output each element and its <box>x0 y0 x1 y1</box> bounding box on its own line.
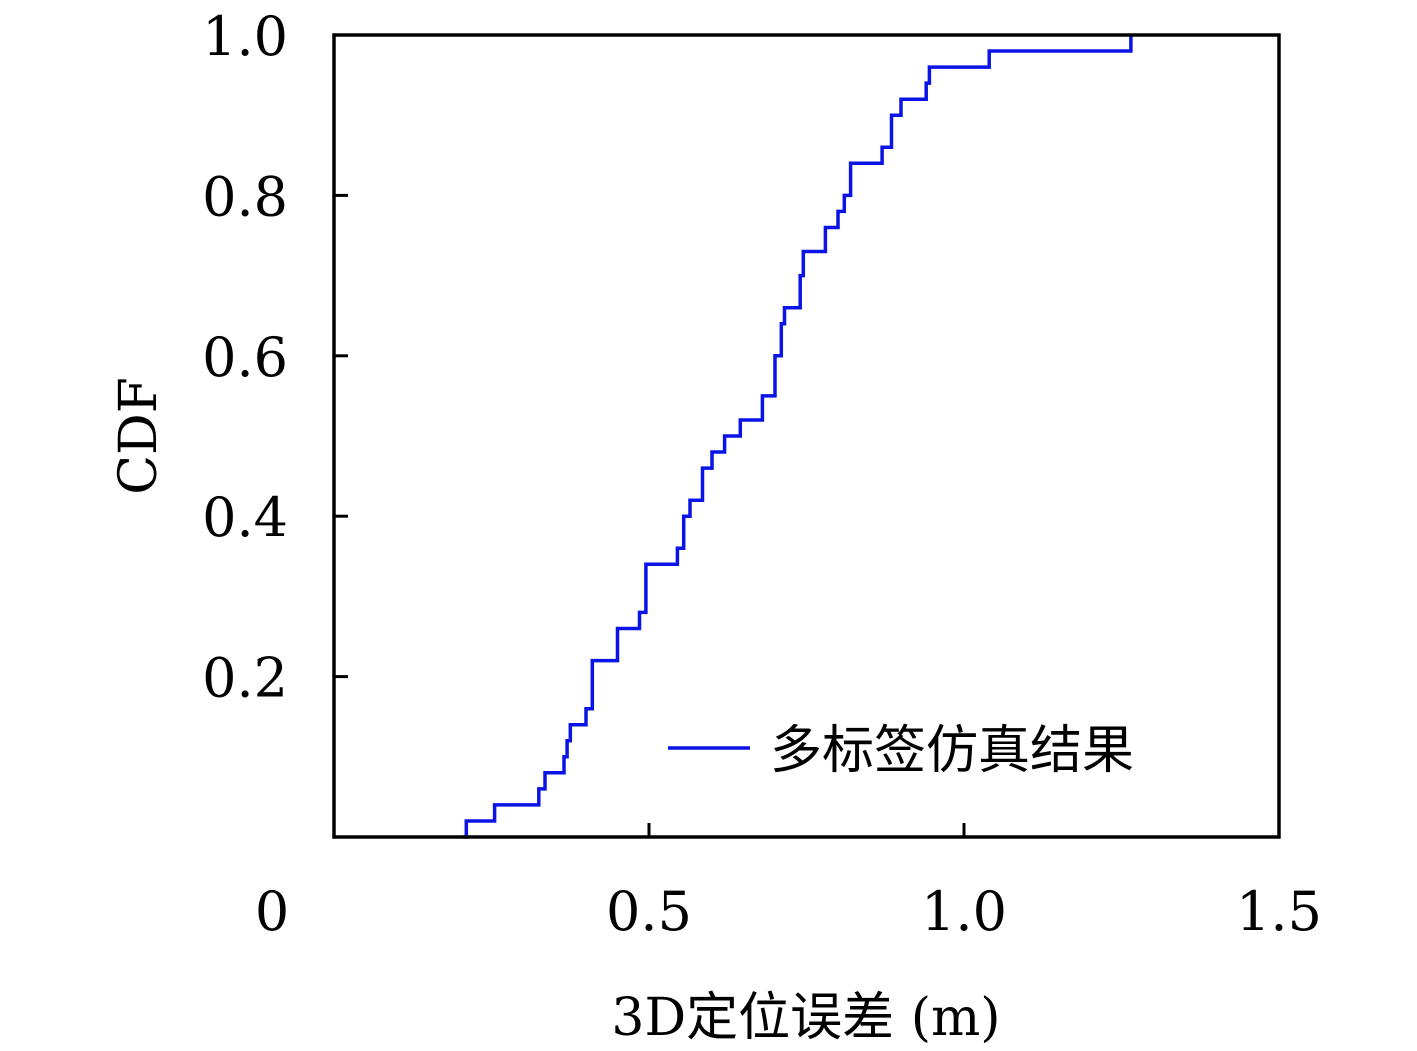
legend: 多标签仿真结果 <box>668 721 1134 781</box>
y-tick-label: 1.0 <box>202 5 288 68</box>
x-tick-label: 1.5 <box>1236 880 1322 943</box>
y-tick-label: 0.2 <box>202 647 288 710</box>
y-axis-title: CDF <box>109 377 169 495</box>
y-tick-label: 0.4 <box>202 486 288 549</box>
x-axis-title: 3D定位误差 (m) <box>611 988 1000 1048</box>
x-tick-label: 0.5 <box>606 880 692 943</box>
cdf-series-line <box>463 35 1133 839</box>
ticks-layer: 0 0.5 1.0 1.5 0.2 0.4 0.6 0.8 1.0 <box>202 5 1322 943</box>
x-tick-label: 0 <box>255 880 289 943</box>
series-layer <box>463 35 1133 839</box>
x-tick-label: 1.0 <box>921 880 1007 943</box>
y-tick-label: 0.6 <box>202 326 288 389</box>
y-tick-label: 0.8 <box>202 165 288 228</box>
legend-label: 多标签仿真结果 <box>770 721 1134 781</box>
plot-frame <box>332 33 1281 839</box>
